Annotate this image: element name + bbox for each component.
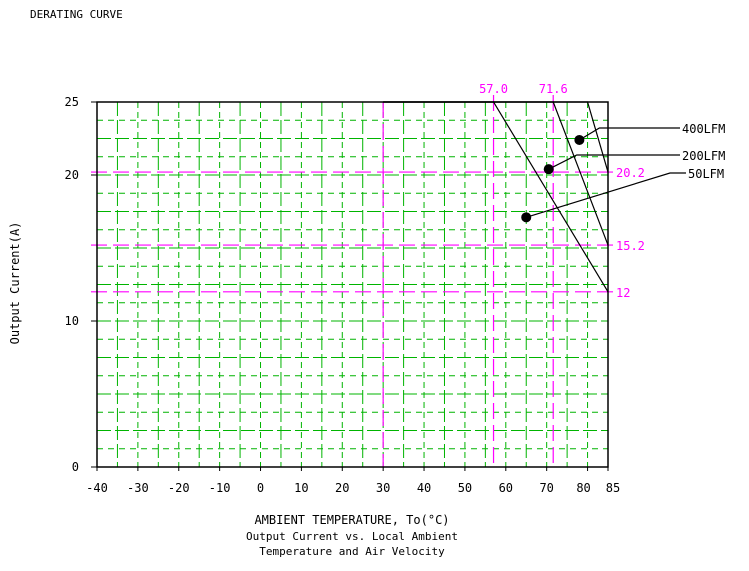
leader-line-50lfm [526,172,686,218]
x-tick-label: -30 [127,481,149,495]
x-tick-label: 0 [257,481,264,495]
y-tick-label: 20 [65,168,79,182]
y-tick-label: 25 [65,95,79,109]
annotations: 57.0 71.6 20.2 15.2 12 [479,82,645,300]
y-axis-label: Output Current(A) [8,222,22,345]
y-ticks: 0 10 20 25 [65,95,97,474]
x-axis-label: AMBIENT TEMPERATURE, To(°C) [254,513,449,527]
legend-label-50lfm: 50LFM [688,167,724,181]
annotation-y-label: 20.2 [616,166,645,180]
annotation-y-label: 15.2 [616,239,645,253]
caption-line-1: Output Current vs. Local Ambient [246,530,458,543]
x-tick-label: 50 [458,481,472,495]
leader-line-400lfm [579,127,680,141]
grid-layer [97,102,608,467]
annotation-y-label: 12 [616,286,630,300]
legend-label-400lfm: 400LFM [682,122,725,136]
x-tick-label: 70 [539,481,553,495]
annotation-x-label: 71.6 [539,82,568,96]
x-tick-label: 10 [294,481,308,495]
series-line-50lfm [383,101,609,293]
x-tick-label: 80 [576,481,590,495]
y-tick-label: 10 [65,314,79,328]
annotation-x-label: 57.0 [479,82,508,96]
x-tick-label: 30 [376,481,390,495]
x-tick-label: 40 [417,481,431,495]
x-tick-label: -20 [168,481,190,495]
x-tick-label: 85 [606,481,620,495]
x-tick-label: 60 [499,481,513,495]
plot-frame [96,101,609,468]
reference-lines [91,95,614,467]
leader-line-200lfm [548,154,680,170]
caption-line-2: Temperature and Air Velocity [259,545,445,558]
series-line-400lfm [383,101,609,173]
legend-label-200lfm: 200LFM [682,149,725,163]
y-tick-label: 0 [72,460,79,474]
x-tick-label: 20 [335,481,349,495]
series-line-200lfm [383,101,609,246]
x-tick-label: -10 [209,481,231,495]
x-tick-label: -40 [86,481,108,495]
x-ticks: -40 -30 -20 -10 0 10 20 30 40 50 60 70 80 85 [86,467,620,495]
curves-layer [383,101,609,293]
page-title: DERATING CURVE [30,8,123,21]
legend-layer: 400LFM 200LFM 50LFM [521,122,725,223]
